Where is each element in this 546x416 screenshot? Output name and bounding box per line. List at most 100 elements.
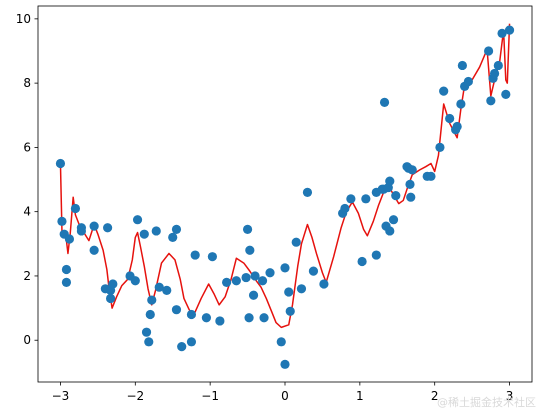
scatter-point <box>501 89 511 99</box>
scatter-point <box>144 337 154 347</box>
scatter-point <box>291 237 301 247</box>
scatter-point <box>340 203 350 214</box>
y-tick-label: 6 <box>23 140 31 154</box>
scatter-point <box>361 194 371 204</box>
scatter-point <box>445 113 455 124</box>
scatter-point <box>154 282 164 292</box>
scatter-point <box>139 229 149 239</box>
scatter-point <box>435 142 445 152</box>
scatter-point <box>319 279 329 289</box>
scatter-point <box>168 232 178 242</box>
scatter-point <box>250 271 260 281</box>
scatter-point <box>177 342 187 352</box>
scatter-point <box>70 203 81 214</box>
scatter-point <box>357 256 367 267</box>
regression-line <box>59 23 511 329</box>
scatter-point <box>132 215 143 225</box>
scatter-point <box>452 121 462 132</box>
scatter-layer <box>55 25 515 369</box>
scatter-point <box>426 171 436 181</box>
scatter-point <box>405 179 415 189</box>
scatter-point <box>259 313 269 323</box>
scatter-point <box>276 337 286 347</box>
scatter-point <box>89 221 99 231</box>
scatter-point <box>388 215 399 225</box>
scatter-point <box>186 309 197 320</box>
scatter-point <box>285 306 295 316</box>
scatter-point <box>489 68 500 79</box>
scatter-point <box>463 76 473 87</box>
scatter-point <box>76 226 87 236</box>
x-tick-label: −2 <box>126 389 144 403</box>
scatter-point <box>385 226 395 236</box>
scatter-point <box>346 194 356 204</box>
scatter-point <box>222 277 232 287</box>
y-tick-label: 0 <box>23 333 31 347</box>
x-tick-label: −1 <box>201 389 219 403</box>
x-tick-label: −3 <box>52 389 70 403</box>
axes: −3 −2 −1 0 1 2 3 0 2 4 6 8 10 <box>16 5 533 403</box>
scatter-point <box>406 192 416 202</box>
scatter-point <box>391 191 401 201</box>
scatter-point <box>241 272 251 283</box>
scatter-point <box>190 250 200 260</box>
scatter-point <box>265 268 275 278</box>
scatter-point <box>308 266 319 276</box>
scatter-point <box>171 305 182 315</box>
scatter-point <box>379 97 390 108</box>
scatter-point <box>64 234 75 244</box>
scatter-point <box>504 25 515 35</box>
scatter-point <box>145 309 155 320</box>
y-tick-label: 8 <box>23 76 31 90</box>
scatter-point <box>242 224 253 234</box>
y-tick-label: 4 <box>23 205 31 219</box>
scatter-point <box>385 176 395 186</box>
scatter-point <box>483 46 494 56</box>
watermark: @稀土掘金技术社区 <box>437 396 536 409</box>
x-tick-label: 3 <box>506 389 514 403</box>
scatter-point <box>244 313 254 323</box>
scatter-point <box>207 252 217 262</box>
y-tick-label: 10 <box>16 12 31 26</box>
scatter-point <box>497 28 507 38</box>
scatter-point <box>245 245 255 255</box>
scatter-point <box>141 327 152 337</box>
scatter-point <box>103 223 113 233</box>
scatter-point <box>108 279 118 289</box>
scatter-point <box>493 60 503 71</box>
scatter-point <box>296 284 307 294</box>
scatter-point <box>106 293 116 304</box>
scatter-point <box>61 277 72 287</box>
scatter-point <box>151 226 161 236</box>
scatter-point <box>201 313 212 323</box>
scatter-point <box>439 86 449 96</box>
scatter-point <box>456 99 466 109</box>
scatter-point <box>147 295 157 305</box>
scatter-point <box>371 250 381 260</box>
scatter-point <box>171 224 182 234</box>
scatter-point <box>57 216 67 226</box>
scatter-point <box>302 187 313 197</box>
x-tick-label: 2 <box>431 389 439 403</box>
scatter-point <box>457 60 467 71</box>
scatter-point <box>284 287 294 297</box>
scatter-point <box>55 158 66 169</box>
scatter-point <box>280 263 290 273</box>
scatter-point <box>248 290 259 300</box>
y-tick-label: 2 <box>23 269 31 283</box>
scatter-point <box>89 245 99 255</box>
scatter-point <box>61 264 72 275</box>
scatter-point <box>162 285 172 296</box>
scatter-point <box>280 359 290 369</box>
scatter-point <box>215 316 225 326</box>
scatter-point <box>257 276 268 286</box>
x-tick-label: 0 <box>281 389 289 403</box>
scatter-point <box>231 276 241 286</box>
x-tick-label: 1 <box>356 389 364 403</box>
scatter-point <box>407 165 417 175</box>
scatter-point <box>130 276 140 286</box>
regression-line-layer <box>59 23 511 329</box>
scatter-point <box>186 337 197 347</box>
